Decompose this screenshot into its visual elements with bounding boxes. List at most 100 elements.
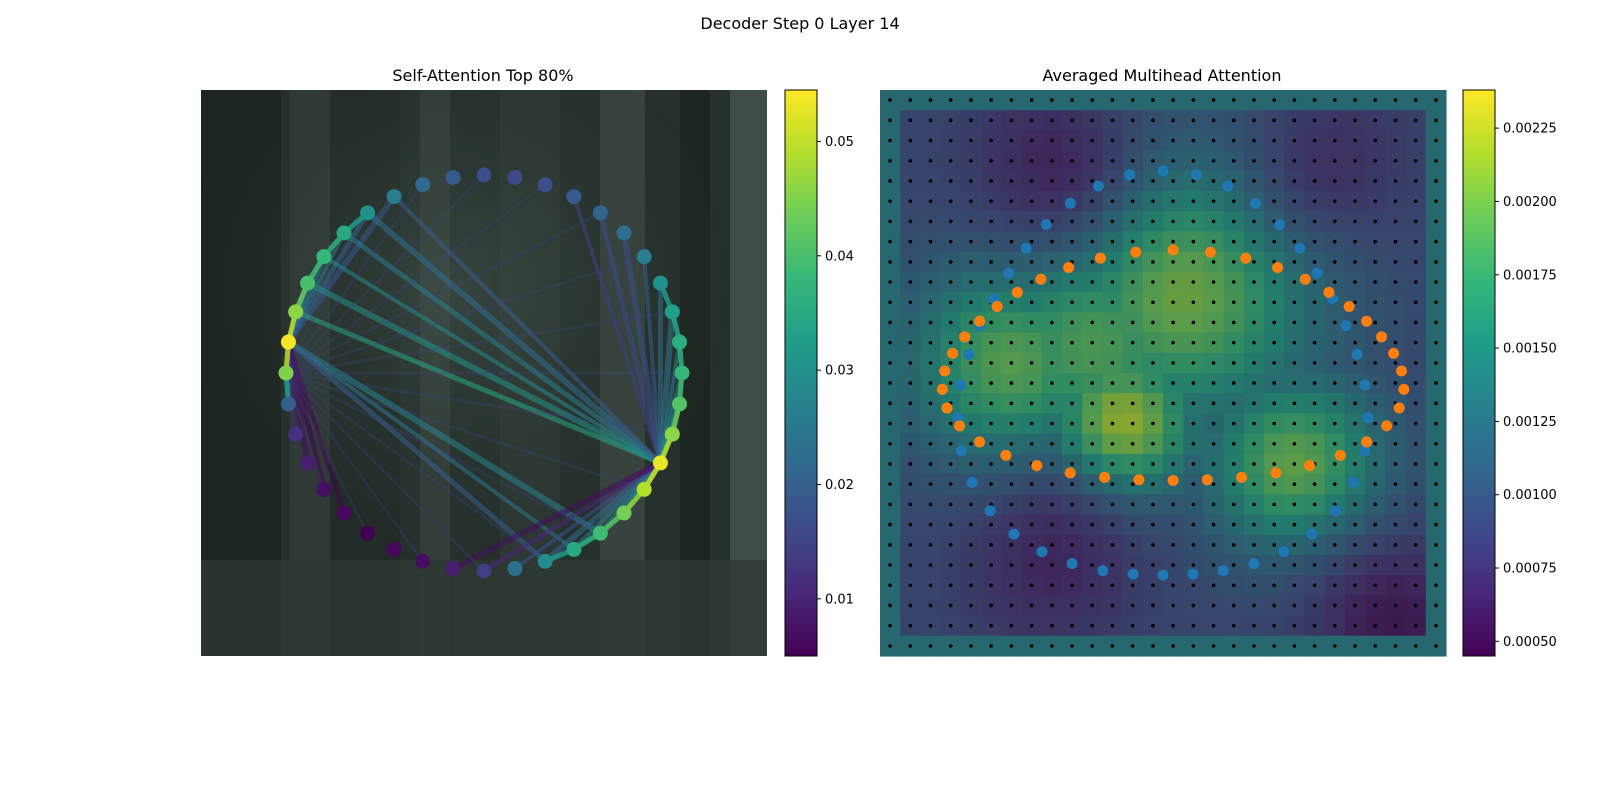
grid-dot	[1070, 381, 1074, 385]
grid-dot	[1029, 98, 1034, 102]
grid-dot	[1070, 158, 1074, 163]
grid-dot	[1353, 421, 1357, 426]
grid-dot	[1373, 421, 1378, 426]
grid-dot	[1009, 158, 1014, 163]
grid-dot	[1312, 482, 1317, 486]
grid-dot	[888, 300, 892, 305]
grid-dot	[1312, 441, 1317, 446]
grid-dot	[1312, 260, 1317, 264]
grid-dot	[1353, 462, 1357, 466]
grid-dot	[1050, 401, 1054, 406]
grid-dot	[1353, 199, 1357, 203]
ring-point	[1303, 460, 1315, 472]
attention-node	[316, 249, 332, 265]
grid-dot	[1050, 421, 1054, 426]
grid-dot	[969, 158, 973, 163]
grid-dot	[888, 239, 892, 244]
grid-dot	[969, 98, 973, 102]
grid-dot	[1171, 320, 1175, 325]
grid-dot	[1009, 260, 1014, 264]
grid-dot	[1151, 462, 1155, 466]
grid-dot	[1029, 482, 1034, 486]
grid-dot	[1191, 623, 1196, 628]
grid-dot	[1434, 158, 1438, 163]
ring-point	[1097, 565, 1109, 577]
grid-dot	[948, 644, 953, 648]
grid-dot	[1090, 138, 1095, 143]
grid-dot	[1191, 381, 1196, 385]
grid-dot	[908, 219, 913, 224]
grid-dot	[1333, 462, 1337, 466]
grid-dot	[1353, 320, 1357, 325]
grid-dot	[1434, 583, 1438, 588]
grid-dot	[1090, 361, 1095, 365]
grid-dot	[1171, 300, 1175, 305]
grid-dot	[908, 158, 913, 163]
grid-dot	[1191, 482, 1196, 486]
grid-dot	[1413, 118, 1418, 123]
attention-edge	[285, 371, 547, 563]
grid-dot	[908, 543, 913, 547]
grid-dot	[1070, 543, 1074, 547]
grid-dot	[1009, 98, 1014, 102]
grid-dot	[969, 603, 973, 608]
multihead-title: Averaged Multihead Attention	[1043, 66, 1282, 85]
grid-dot	[1413, 239, 1418, 244]
grid-dot	[948, 219, 953, 224]
colorbar-gradient	[1462, 89, 1496, 657]
grid-dot	[1413, 482, 1418, 486]
ring-point	[991, 300, 1003, 312]
grid-dot	[1009, 502, 1014, 507]
grid-dot	[1373, 482, 1378, 486]
grid-dot	[1252, 644, 1256, 648]
grid-dot	[1211, 543, 1216, 547]
grid-dot	[1373, 179, 1378, 183]
grid-dot	[989, 623, 993, 628]
grid-dot	[1231, 401, 1236, 406]
grid-dot	[1292, 522, 1297, 527]
grid-dot	[1070, 98, 1074, 102]
grid-dot	[1029, 401, 1034, 406]
grid-dot	[1231, 644, 1236, 648]
attention-node	[336, 225, 352, 241]
ring-point	[1361, 315, 1373, 327]
grid-dot	[928, 421, 933, 426]
grid-dot	[989, 340, 993, 345]
grid-dot	[1272, 421, 1276, 426]
grid-dot	[1434, 644, 1438, 648]
grid-dot	[1029, 300, 1034, 305]
grid-dot	[989, 179, 993, 183]
grid-dot	[1211, 502, 1216, 507]
ring-point	[1124, 169, 1136, 181]
ring-point	[984, 505, 996, 517]
attention-node	[672, 396, 688, 412]
grid-dot	[969, 644, 973, 648]
grid-dot	[1171, 401, 1175, 406]
grid-dot	[1231, 543, 1236, 547]
grid-dot	[1211, 199, 1216, 203]
grid-dot	[1312, 543, 1317, 547]
grid-dot	[1272, 320, 1276, 325]
grid-dot	[1009, 239, 1014, 244]
grid-dot	[1393, 239, 1398, 244]
grid-dot	[928, 401, 933, 406]
grid-dot	[1292, 644, 1297, 648]
attention-edge	[365, 210, 663, 466]
grid-dot	[888, 583, 892, 588]
grid-dot	[1373, 98, 1378, 102]
grid-dot	[1130, 502, 1135, 507]
grid-dot	[1090, 179, 1095, 183]
grid-dot	[1151, 401, 1155, 406]
grid-dot	[969, 118, 973, 123]
ring-point	[1031, 460, 1043, 472]
grid-dot	[1434, 118, 1438, 123]
grid-dot	[1231, 199, 1236, 203]
grid-dot	[1090, 502, 1095, 507]
grid-dot	[1070, 462, 1074, 466]
grid-dot	[1070, 441, 1074, 446]
grid-dot	[1312, 522, 1317, 527]
grid-dot	[1009, 381, 1014, 385]
grid-dot	[928, 361, 933, 365]
grid-dot	[908, 522, 913, 527]
